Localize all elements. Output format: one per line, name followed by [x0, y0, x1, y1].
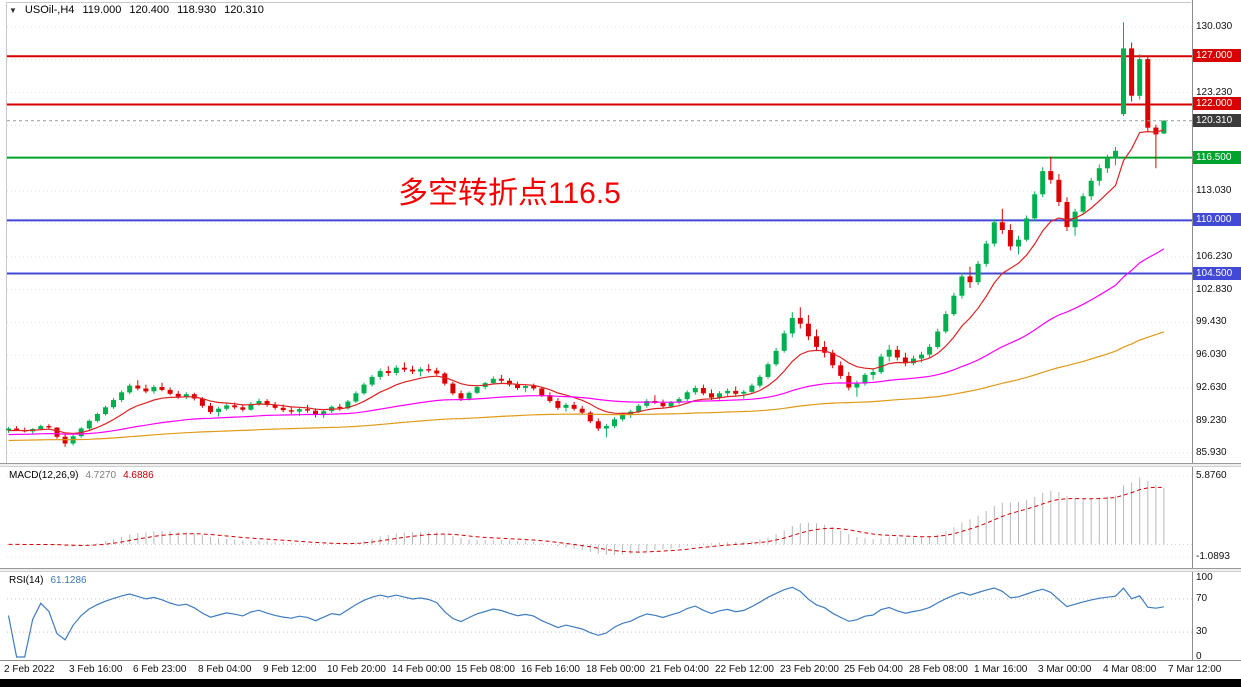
price-grid-label: 85.930: [1196, 447, 1227, 458]
time-label: 21 Feb 04:00: [650, 664, 709, 675]
main-chart-plot[interactable]: [0, 0, 1192, 463]
macd-header: MACD(12,26,9) 4.7270 4.6886: [9, 470, 154, 481]
rsi-plot[interactable]: [0, 572, 1192, 660]
macd-axis-label: 5.8760: [1196, 470, 1227, 481]
ma-55-line: [8, 248, 1165, 436]
price-level-badge: 104.500: [1193, 267, 1241, 280]
ohlc-open: 119.000: [82, 4, 122, 16]
macd-axis-label: -1.0893: [1196, 551, 1230, 562]
macd-histogram: [16, 477, 1165, 556]
macd-label: MACD(12,26,9): [9, 470, 79, 481]
macd-main-value: 4.7270: [85, 470, 117, 481]
ohlc-high: 120.400: [129, 4, 170, 16]
rsi-axis-label: 70: [1196, 593, 1208, 604]
time-label: 22 Feb 12:00: [715, 664, 774, 675]
rsi-line: [7, 586, 1165, 658]
price-gridlines: [7, 26, 1192, 454]
macd-plot[interactable]: [0, 467, 1192, 568]
macd-panel: 5.8760 -1.0893 MACD(12,26,9) 4.7270 4.688…: [0, 467, 1241, 568]
panel-resize-handle-rsi[interactable]: [0, 568, 1241, 572]
price-grid-label: 96.030: [1196, 349, 1227, 360]
time-label: 18 Feb 00:00: [586, 664, 645, 675]
chart-header: ▼ USOil-,H4 119.000 120.400 118.930 120.…: [9, 4, 264, 16]
macd-signal-line: [8, 486, 1164, 553]
time-label: 9 Feb 12:00: [263, 664, 317, 675]
price-grid-label: 99.430: [1196, 316, 1227, 327]
main-chart-panel: 130.030126.630123.230119.830116.430113.0…: [0, 0, 1241, 463]
time-label: 16 Feb 16:00: [521, 664, 580, 675]
time-label: 2 Feb 2022: [4, 664, 55, 675]
price-level-badge: 122.000: [1193, 97, 1241, 110]
time-label: 23 Feb 20:00: [780, 664, 839, 675]
rsi-label: RSI(14): [9, 575, 44, 586]
price-grid-label: 130.030: [1196, 21, 1233, 32]
time-label: 10 Feb 20:00: [327, 664, 386, 675]
price-level-badge: 116.500: [1193, 151, 1241, 164]
price-level-badge: 110.000: [1193, 213, 1241, 226]
time-label: 15 Feb 08:00: [456, 664, 515, 675]
symbol-timeframe-label: USOil-,H4: [24, 4, 75, 16]
rsi-axis: 100 70 30 0: [1192, 572, 1241, 660]
bottom-strip: [0, 679, 1241, 687]
symbol-dropdown-icon[interactable]: ▼: [9, 5, 17, 15]
time-label: 6 Feb 23:00: [133, 664, 187, 675]
time-label: 7 Mar 12:00: [1168, 664, 1222, 675]
rsi-header: RSI(14) 61.1286: [9, 575, 87, 586]
rsi-panel: 100 70 30 0 RSI(14) 61.1286: [0, 572, 1241, 660]
time-label: 25 Feb 04:00: [844, 664, 903, 675]
ma-150-line: [8, 331, 1165, 442]
rsi-value: 61.1286: [50, 575, 87, 586]
price-grid-label: 113.030: [1196, 185, 1232, 196]
chart-border: [6, 2, 1191, 463]
time-label: 1 Mar 16:00: [974, 664, 1028, 675]
time-axis[interactable]: 2 Feb 2022 3 Feb 16:00 6 Feb 23:00 8 Feb 04…: [0, 660, 1241, 679]
time-label: 3 Feb 16:00: [69, 664, 123, 675]
rsi-axis-label: 30: [1196, 626, 1208, 637]
price-grid-label: 89.230: [1196, 415, 1227, 426]
price-grid-label: 102.830: [1196, 284, 1233, 295]
price-grid-label: 123.230: [1196, 87, 1233, 98]
time-label: 14 Feb 00:00: [392, 664, 451, 675]
price-grid-label: 106.230: [1196, 251, 1233, 262]
ohlc-low: 118.930: [177, 4, 217, 16]
ohlc-close: 120.310: [224, 4, 264, 16]
rsi-axis-label: 0: [1196, 651, 1202, 660]
chart-annotation-text: 多空转折点116.5: [398, 177, 621, 210]
time-label: 4 Mar 08:00: [1103, 664, 1157, 675]
time-label: 28 Feb 08:00: [909, 664, 968, 675]
candles-layer: [6, 22, 1167, 447]
time-label: 3 Mar 00:00: [1038, 664, 1092, 675]
rsi-axis-label: 100: [1196, 572, 1213, 583]
panel-resize-handle-macd[interactable]: [0, 463, 1241, 467]
ma-10-line: [8, 129, 1165, 435]
current-price-badge: 120.310: [1193, 114, 1241, 127]
macd-axis: 5.8760 -1.0893: [1192, 467, 1241, 568]
price-level-badge: 127.000: [1193, 49, 1241, 62]
price-grid-label: 92.630: [1196, 382, 1227, 393]
price-axis[interactable]: 130.030126.630123.230119.830116.430113.0…: [1192, 0, 1241, 463]
time-label: 8 Feb 04:00: [198, 664, 252, 675]
macd-signal-value: 4.6886: [123, 470, 154, 481]
